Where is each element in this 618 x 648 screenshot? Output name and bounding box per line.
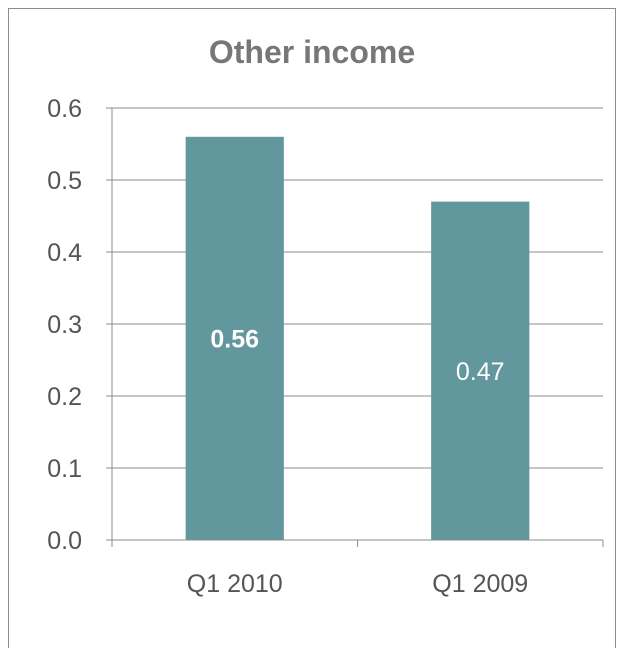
y-tick-label: 0.6 — [47, 95, 82, 123]
bar-data-label: 0.47 — [456, 358, 505, 386]
y-tick-label: 0.0 — [47, 527, 82, 555]
y-tick-label: 0.5 — [47, 167, 82, 195]
chart-title: Other income — [208, 34, 416, 70]
x-category-label: Q1 2009 — [432, 570, 528, 598]
labels: 0.0 0.1 0.2 0.3 0.4 0.5 0.6 0.56 Q1 2010 0.47 Q1 2… — [47, 95, 528, 598]
bars — [185, 136, 530, 541]
y-tick-label: 0.1 — [47, 455, 82, 483]
bar-chart: 0.0 0.1 0.2 0.3 0.4 0.5 0.6 0.56 Q1 2010 0.47 Q1 2… — [47, 95, 604, 598]
bar — [185, 136, 284, 541]
y-tick-label: 0.2 — [47, 383, 82, 411]
y-tick-label: 0.4 — [47, 239, 82, 267]
bar-data-label: 0.56 — [210, 325, 259, 353]
y-tick-label: 0.3 — [47, 311, 82, 339]
axes — [106, 107, 604, 547]
x-category-label: Q1 2010 — [187, 570, 283, 598]
bar — [431, 201, 530, 540]
